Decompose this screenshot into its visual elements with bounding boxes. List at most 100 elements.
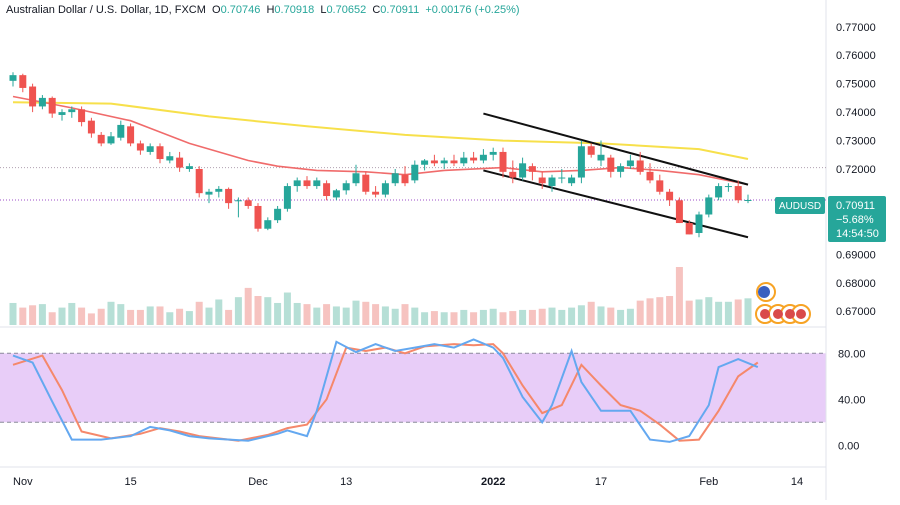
candle: [666, 188, 674, 206]
volume-bar: [225, 309, 233, 325]
candle: [597, 140, 605, 167]
symbol-title[interactable]: Australian Dollar / U.S. Dollar, 1D, FXC…: [6, 4, 206, 16]
volume-bar: [244, 287, 252, 325]
close-label: C: [372, 4, 381, 16]
volume-bar: [675, 267, 683, 325]
volume-bar: [352, 300, 360, 325]
volume-bar: [58, 307, 66, 325]
volume-bar: [666, 296, 674, 325]
candle: [107, 132, 115, 145]
volume-bar: [107, 301, 115, 325]
stochastic-tick-label: 0.00: [838, 440, 859, 452]
volume-bar: [215, 299, 223, 325]
candle: [626, 154, 634, 169]
volume-bar: [205, 307, 213, 325]
high-label: H: [266, 4, 275, 16]
price-tick-label: 0.68000: [836, 278, 876, 290]
time-tick-label: 2022: [481, 476, 505, 488]
open-value: 0.70746: [220, 4, 261, 16]
volume-bar: [342, 307, 350, 325]
volume-bar: [724, 301, 732, 325]
candle: [215, 186, 223, 198]
time-tick-label: Feb: [699, 476, 718, 488]
candle: [724, 183, 732, 192]
candle: [715, 183, 723, 201]
candle: [254, 203, 262, 232]
candle: [499, 147, 507, 178]
price-tag-symbol: AUDUSD: [779, 201, 821, 212]
event-badges[interactable]: [755, 282, 811, 324]
volume-bar: [195, 301, 203, 325]
flag-badge-icon[interactable]: [796, 309, 806, 319]
price-tick-label: 0.67000: [836, 306, 876, 318]
candle: [303, 176, 311, 189]
candle: [430, 154, 438, 167]
volume-bar: [548, 307, 556, 325]
candle: [185, 163, 193, 172]
candle: [528, 163, 536, 181]
price-tick-label: 0.69000: [836, 249, 876, 261]
candle: [401, 166, 409, 187]
volume-bar: [509, 311, 517, 325]
volume-bar: [587, 301, 595, 325]
flag-badge-icon[interactable]: [760, 309, 770, 319]
volume-bar: [646, 298, 654, 325]
candle: [274, 205, 282, 224]
candle: [568, 174, 576, 187]
candle: [705, 194, 713, 218]
candle: [695, 211, 703, 238]
candle: [48, 96, 56, 118]
volume-bar: [166, 312, 174, 325]
candle: [342, 180, 350, 195]
volume-bar: [421, 312, 429, 325]
time-tick-label: Nov: [13, 476, 33, 488]
time-tick-label: 13: [340, 476, 352, 488]
volume-bar: [607, 307, 615, 325]
candle: [264, 217, 272, 231]
candle: [9, 72, 17, 87]
candle: [646, 163, 654, 184]
candle: [675, 197, 683, 224]
candle: [58, 109, 66, 121]
price-tag: AUDUSD 0.70911 −5.68% 14:54:50: [775, 196, 886, 242]
flag-badge-icon[interactable]: [758, 286, 770, 298]
candle: [283, 183, 291, 212]
candle: [636, 151, 644, 175]
candle: [68, 106, 76, 118]
price-tag-percent: −5.68%: [836, 214, 874, 226]
volume-bar: [597, 306, 605, 325]
flag-badge-icon[interactable]: [785, 309, 795, 319]
candle: [617, 163, 625, 178]
candle: [38, 95, 46, 110]
price-tag-symbol-bg: [775, 197, 825, 214]
candle: [421, 159, 429, 171]
volume-bar: [617, 309, 625, 325]
candle: [87, 117, 95, 138]
candle: [332, 188, 340, 201]
price-tick-label: 0.73000: [836, 136, 876, 148]
volume-bar: [381, 306, 389, 325]
price-tag-countdown: 14:54:50: [836, 228, 879, 240]
price-tick-label: 0.75000: [836, 79, 876, 91]
price-tag-price: 0.70911: [836, 200, 875, 212]
volume-bar: [705, 297, 713, 325]
candle: [607, 154, 615, 178]
open-label: O: [212, 4, 221, 16]
volume-bar: [519, 309, 527, 325]
price-tick-label: 0.77000: [836, 22, 876, 34]
channel-lower-line[interactable]: [483, 169, 749, 239]
candle: [685, 220, 693, 235]
volume-bar: [391, 308, 399, 325]
volume-bar: [695, 299, 703, 325]
channel-upper-line[interactable]: [483, 112, 749, 186]
time-tick-label: 15: [124, 476, 136, 488]
volume-bar: [499, 312, 507, 325]
candle: [117, 120, 125, 141]
low-label: L: [320, 4, 327, 16]
volume-bar: [685, 300, 693, 325]
flag-badge-icon[interactable]: [773, 309, 783, 319]
candle: [381, 180, 389, 198]
volume-bar: [9, 302, 17, 325]
